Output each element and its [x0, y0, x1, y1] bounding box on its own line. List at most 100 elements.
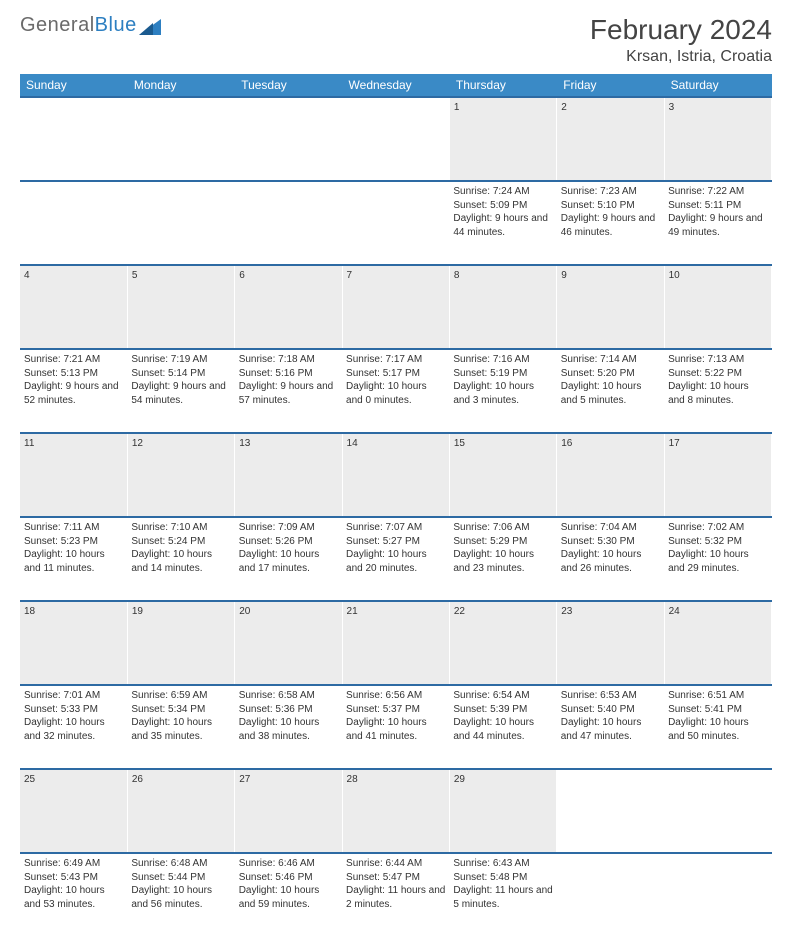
- day-number: [342, 97, 449, 181]
- day-cell: Sunrise: 7:18 AMSunset: 5:16 PMDaylight:…: [235, 349, 342, 433]
- daylight-line: Daylight: 10 hours and 47 minutes.: [561, 716, 660, 743]
- day-content-row: Sunrise: 7:24 AMSunset: 5:09 PMDaylight:…: [20, 181, 772, 265]
- day-number: 16: [557, 433, 664, 517]
- day-cell: Sunrise: 7:02 AMSunset: 5:32 PMDaylight:…: [664, 517, 771, 601]
- sunset-line: Sunset: 5:40 PM: [561, 703, 660, 717]
- day-cell: Sunrise: 6:54 AMSunset: 5:39 PMDaylight:…: [449, 685, 556, 769]
- day-cell: Sunrise: 7:11 AMSunset: 5:23 PMDaylight:…: [20, 517, 127, 601]
- brand-triangle-icon: [139, 17, 161, 35]
- calendar-table: SundayMondayTuesdayWednesdayThursdayFrid…: [20, 74, 772, 937]
- daylight-line: Daylight: 9 hours and 44 minutes.: [453, 212, 552, 239]
- sunset-line: Sunset: 5:33 PM: [24, 703, 123, 717]
- sunrise-line: Sunrise: 7:23 AM: [561, 185, 660, 199]
- day-cell: Sunrise: 6:46 AMSunset: 5:46 PMDaylight:…: [235, 853, 342, 937]
- day-cell: [127, 181, 234, 265]
- sunset-line: Sunset: 5:10 PM: [561, 199, 660, 213]
- day-cell: Sunrise: 7:09 AMSunset: 5:26 PMDaylight:…: [235, 517, 342, 601]
- day-number: 23: [557, 601, 664, 685]
- day-header: Saturday: [664, 74, 771, 97]
- day-number: 10: [664, 265, 771, 349]
- day-number: 14: [342, 433, 449, 517]
- daylight-line: Daylight: 9 hours and 57 minutes.: [239, 380, 338, 407]
- sunrise-line: Sunrise: 6:53 AM: [561, 689, 660, 703]
- sunrise-line: Sunrise: 7:16 AM: [453, 353, 552, 367]
- day-cell: Sunrise: 7:14 AMSunset: 5:20 PMDaylight:…: [557, 349, 664, 433]
- sunrise-line: Sunrise: 7:06 AM: [453, 521, 552, 535]
- sunrise-line: Sunrise: 6:44 AM: [346, 857, 445, 871]
- sunrise-line: Sunrise: 7:19 AM: [131, 353, 230, 367]
- day-cell: Sunrise: 7:13 AMSunset: 5:22 PMDaylight:…: [664, 349, 771, 433]
- day-number: 19: [127, 601, 234, 685]
- day-number: [664, 769, 771, 853]
- daylight-line: Daylight: 10 hours and 35 minutes.: [131, 716, 230, 743]
- daylight-line: Daylight: 10 hours and 3 minutes.: [453, 380, 552, 407]
- sunset-line: Sunset: 5:13 PM: [24, 367, 123, 381]
- day-number: 9: [557, 265, 664, 349]
- day-cell: Sunrise: 6:48 AMSunset: 5:44 PMDaylight:…: [127, 853, 234, 937]
- day-cell: [557, 853, 664, 937]
- day-number-row: 2526272829: [20, 769, 772, 853]
- day-cell: Sunrise: 7:07 AMSunset: 5:27 PMDaylight:…: [342, 517, 449, 601]
- day-number: 28: [342, 769, 449, 853]
- day-cell: Sunrise: 6:51 AMSunset: 5:41 PMDaylight:…: [664, 685, 771, 769]
- sunrise-line: Sunrise: 7:09 AM: [239, 521, 338, 535]
- day-number: 5: [127, 265, 234, 349]
- daylight-line: Daylight: 10 hours and 26 minutes.: [561, 548, 660, 575]
- daylight-line: Daylight: 9 hours and 52 minutes.: [24, 380, 123, 407]
- sunrise-line: Sunrise: 7:01 AM: [24, 689, 123, 703]
- sunset-line: Sunset: 5:20 PM: [561, 367, 660, 381]
- day-cell: Sunrise: 6:58 AMSunset: 5:36 PMDaylight:…: [235, 685, 342, 769]
- day-number: 18: [20, 601, 127, 685]
- sunrise-line: Sunrise: 7:11 AM: [24, 521, 123, 535]
- sunrise-line: Sunrise: 6:54 AM: [453, 689, 552, 703]
- day-number: 15: [449, 433, 556, 517]
- day-number: 17: [664, 433, 771, 517]
- daylight-line: Daylight: 11 hours and 5 minutes.: [453, 884, 552, 911]
- sunset-line: Sunset: 5:19 PM: [453, 367, 552, 381]
- sunset-line: Sunset: 5:09 PM: [453, 199, 552, 213]
- sunrise-line: Sunrise: 7:14 AM: [561, 353, 660, 367]
- sunset-line: Sunset: 5:47 PM: [346, 871, 445, 885]
- sunrise-line: Sunrise: 6:59 AM: [131, 689, 230, 703]
- day-cell: Sunrise: 6:49 AMSunset: 5:43 PMDaylight:…: [20, 853, 127, 937]
- day-number: [235, 97, 342, 181]
- day-number: 27: [235, 769, 342, 853]
- sunrise-line: Sunrise: 6:46 AM: [239, 857, 338, 871]
- daylight-line: Daylight: 10 hours and 59 minutes.: [239, 884, 338, 911]
- location: Krsan, Istria, Croatia: [590, 48, 772, 66]
- day-number-row: 45678910: [20, 265, 772, 349]
- daylight-line: Daylight: 10 hours and 29 minutes.: [668, 548, 767, 575]
- sunrise-line: Sunrise: 7:18 AM: [239, 353, 338, 367]
- day-cell: Sunrise: 6:43 AMSunset: 5:48 PMDaylight:…: [449, 853, 556, 937]
- day-number: 13: [235, 433, 342, 517]
- day-cell: Sunrise: 7:06 AMSunset: 5:29 PMDaylight:…: [449, 517, 556, 601]
- sunrise-line: Sunrise: 6:43 AM: [453, 857, 552, 871]
- day-number: 25: [20, 769, 127, 853]
- day-cell: Sunrise: 7:23 AMSunset: 5:10 PMDaylight:…: [557, 181, 664, 265]
- sunset-line: Sunset: 5:24 PM: [131, 535, 230, 549]
- sunset-line: Sunset: 5:39 PM: [453, 703, 552, 717]
- day-header: Sunday: [20, 74, 127, 97]
- day-header: Tuesday: [235, 74, 342, 97]
- daylight-line: Daylight: 10 hours and 17 minutes.: [239, 548, 338, 575]
- day-content-row: Sunrise: 7:21 AMSunset: 5:13 PMDaylight:…: [20, 349, 772, 433]
- sunrise-line: Sunrise: 7:04 AM: [561, 521, 660, 535]
- daylight-line: Daylight: 9 hours and 46 minutes.: [561, 212, 660, 239]
- sunset-line: Sunset: 5:34 PM: [131, 703, 230, 717]
- day-cell: Sunrise: 7:21 AMSunset: 5:13 PMDaylight:…: [20, 349, 127, 433]
- title-block: February 2024 Krsan, Istria, Croatia: [590, 14, 772, 66]
- sunset-line: Sunset: 5:36 PM: [239, 703, 338, 717]
- sunrise-line: Sunrise: 6:56 AM: [346, 689, 445, 703]
- day-cell: Sunrise: 6:59 AMSunset: 5:34 PMDaylight:…: [127, 685, 234, 769]
- sunset-line: Sunset: 5:22 PM: [668, 367, 767, 381]
- day-number: [20, 97, 127, 181]
- sunrise-line: Sunrise: 7:10 AM: [131, 521, 230, 535]
- daylight-line: Daylight: 10 hours and 11 minutes.: [24, 548, 123, 575]
- brand-part2: Blue: [95, 14, 137, 37]
- daylight-line: Daylight: 10 hours and 20 minutes.: [346, 548, 445, 575]
- day-cell: Sunrise: 7:24 AMSunset: 5:09 PMDaylight:…: [449, 181, 556, 265]
- sunrise-line: Sunrise: 7:21 AM: [24, 353, 123, 367]
- daylight-line: Daylight: 10 hours and 44 minutes.: [453, 716, 552, 743]
- day-number-row: 123: [20, 97, 772, 181]
- daylight-line: Daylight: 10 hours and 14 minutes.: [131, 548, 230, 575]
